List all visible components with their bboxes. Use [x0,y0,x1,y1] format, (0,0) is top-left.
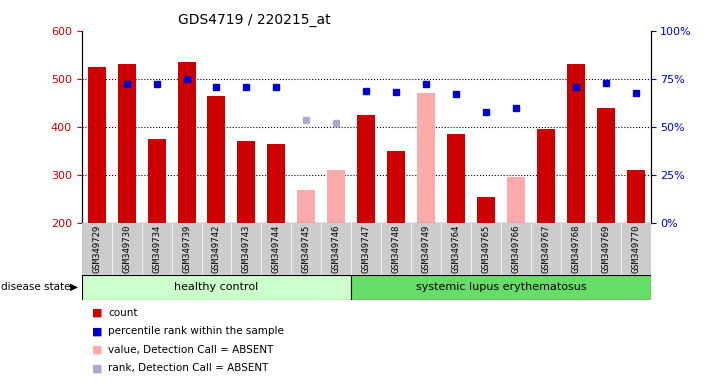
Text: count: count [108,308,137,318]
Bar [148,139,166,223]
Bar [626,170,645,223]
Text: GSM349749: GSM349749 [422,225,431,273]
Text: GSM349745: GSM349745 [301,225,311,273]
Bar [208,96,225,223]
Bar [417,93,435,223]
Text: systemic lupus erythematosus: systemic lupus erythematosus [415,282,586,292]
Bar [327,170,346,223]
Text: percentile rank within the sample: percentile rank within the sample [108,326,284,336]
Text: ■: ■ [92,363,103,373]
Bar [447,134,465,223]
Text: GSM349742: GSM349742 [212,225,221,273]
Bar [477,197,495,223]
Bar [597,108,614,223]
Text: GSM349730: GSM349730 [122,225,131,273]
Text: GSM349770: GSM349770 [631,225,640,273]
Bar [87,67,106,223]
Text: GSM349765: GSM349765 [481,225,491,273]
Text: ■: ■ [92,326,103,336]
Bar [357,115,375,223]
Bar [237,141,255,223]
Text: ■: ■ [92,345,103,355]
Text: GSM349747: GSM349747 [362,225,370,273]
Bar [507,177,525,223]
Text: GSM349734: GSM349734 [152,225,161,273]
Text: GDS4719 / 220215_at: GDS4719 / 220215_at [178,13,331,27]
Text: GSM349748: GSM349748 [392,225,400,273]
Text: value, Detection Call = ABSENT: value, Detection Call = ABSENT [108,345,274,355]
Text: GSM349746: GSM349746 [332,225,341,273]
Text: GSM349743: GSM349743 [242,225,251,273]
Text: healthy control: healthy control [174,282,259,292]
Bar [267,144,285,223]
Text: GSM349769: GSM349769 [602,225,610,273]
Text: GSM349744: GSM349744 [272,225,281,273]
Text: GSM349739: GSM349739 [182,225,191,273]
Text: rank, Detection Call = ABSENT: rank, Detection Call = ABSENT [108,363,269,373]
Text: ■: ■ [92,308,103,318]
Text: GSM349767: GSM349767 [541,225,550,273]
Text: disease state: disease state [1,282,71,292]
Bar [178,62,196,223]
Bar [118,65,136,223]
Bar [351,275,651,300]
Bar [537,129,555,223]
Bar [387,151,405,223]
Text: GSM349766: GSM349766 [511,225,520,273]
Text: ▶: ▶ [70,282,77,292]
Bar [297,190,315,223]
Bar [567,65,584,223]
Text: GSM349764: GSM349764 [451,225,461,273]
Text: GSM349729: GSM349729 [92,225,101,273]
Bar [82,275,351,300]
Text: GSM349768: GSM349768 [571,225,580,273]
